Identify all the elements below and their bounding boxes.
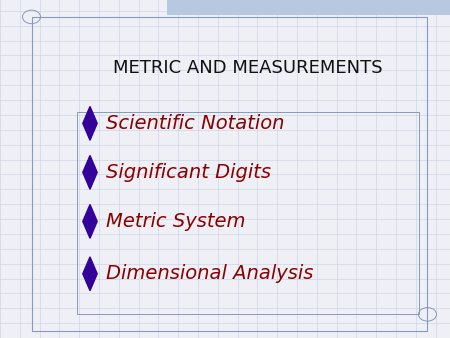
Bar: [76, 112, 418, 314]
Bar: [32, 17, 427, 331]
Text: Significant Digits: Significant Digits: [106, 163, 271, 182]
Text: METRIC AND MEASUREMENTS: METRIC AND MEASUREMENTS: [112, 58, 382, 77]
Polygon shape: [83, 257, 97, 291]
Bar: [166, 0, 450, 15]
Polygon shape: [83, 204, 97, 238]
Polygon shape: [83, 155, 97, 189]
Text: Dimensional Analysis: Dimensional Analysis: [106, 264, 313, 283]
Text: Metric System: Metric System: [106, 212, 245, 231]
Text: Scientific Notation: Scientific Notation: [106, 114, 284, 133]
Polygon shape: [83, 106, 97, 140]
